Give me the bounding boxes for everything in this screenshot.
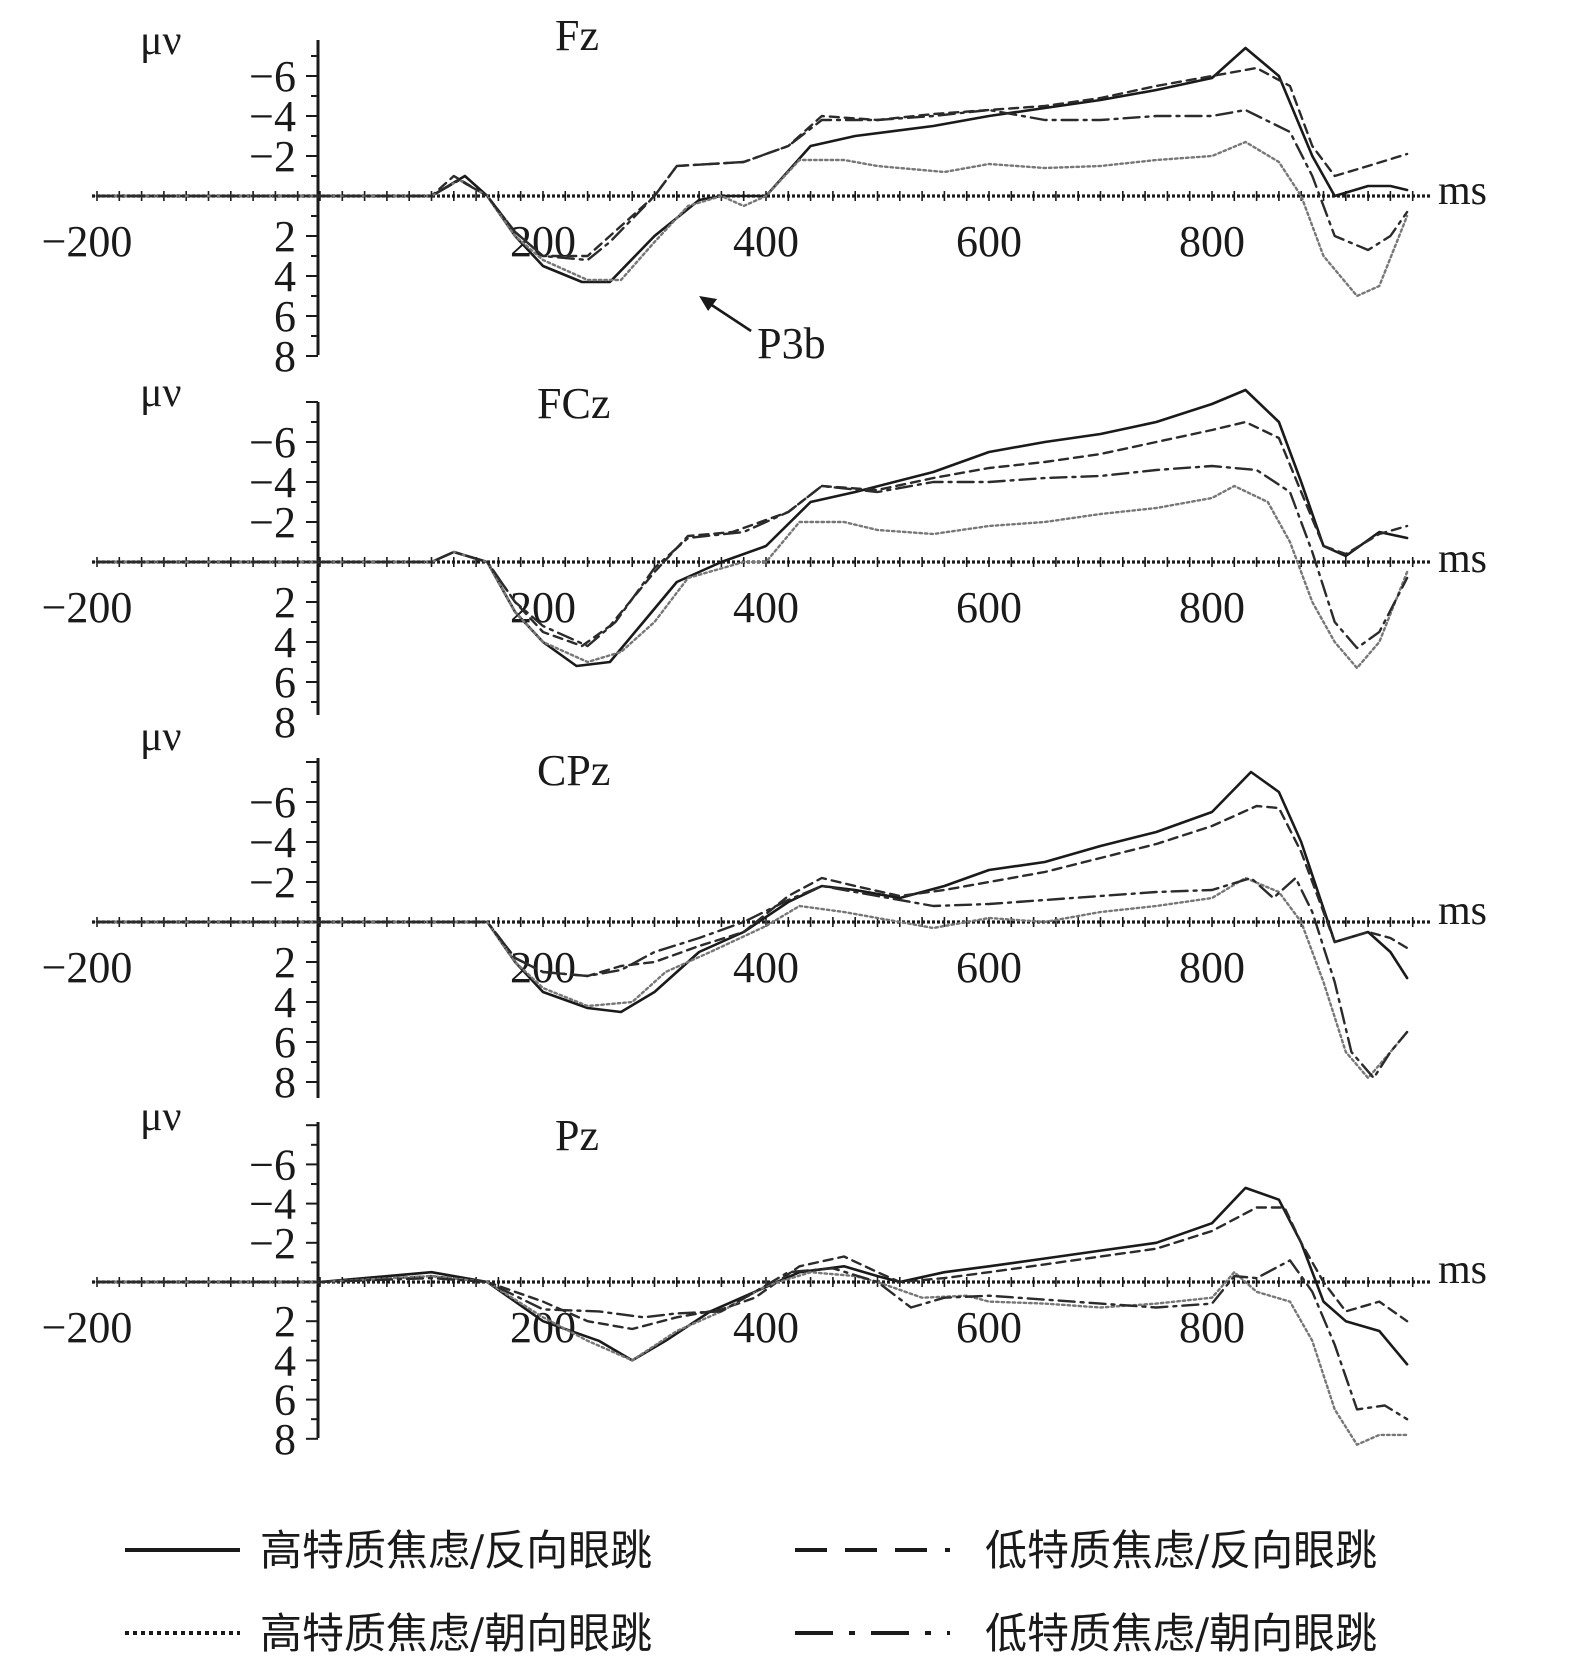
y-tick-label: −6 bbox=[249, 778, 296, 827]
x-tick-label: 800 bbox=[1179, 583, 1245, 632]
x-tick-label: 400 bbox=[733, 943, 799, 992]
annotation-arrow-line bbox=[706, 300, 752, 333]
y-tick-label: 6 bbox=[274, 1376, 296, 1425]
x-tick-label: −200 bbox=[42, 217, 133, 266]
x-tick-label: −200 bbox=[42, 1303, 133, 1352]
series-line-high-pro bbox=[95, 1271, 1409, 1446]
y-tick-label: 2 bbox=[274, 578, 296, 627]
x-tick-label: 600 bbox=[956, 1303, 1022, 1352]
x-unit-label: ms bbox=[1438, 1247, 1487, 1293]
legend-label-low-anti: 低特质焦虑/反向眼跳 bbox=[985, 1526, 1377, 1575]
legend: 高特质焦虑/反向眼跳 低特质焦虑/反向眼跳 高特质焦虑/朝向眼跳 低特质焦虑/朝… bbox=[125, 1526, 1377, 1658]
x-unit-label: ms bbox=[1438, 536, 1487, 582]
series-line-high-pro bbox=[95, 140, 1409, 298]
y-tick-label: 8 bbox=[274, 1415, 296, 1464]
y-tick-label: −6 bbox=[249, 52, 296, 101]
y-tick-label: 4 bbox=[274, 618, 296, 667]
y-tick-label: −2 bbox=[249, 1219, 296, 1268]
x-tick-label: 400 bbox=[733, 583, 799, 632]
x-tick-label: 400 bbox=[733, 217, 799, 266]
y-tick-label: −2 bbox=[249, 498, 296, 547]
series-line-high-pro bbox=[95, 876, 1409, 1080]
series-line-low-pro bbox=[95, 108, 1409, 262]
panel-title-pz: Pz bbox=[555, 1111, 599, 1160]
y-tick-label: 4 bbox=[274, 978, 296, 1027]
y-unit-label: μν bbox=[140, 18, 182, 64]
panel-title-cpz: CPz bbox=[537, 746, 610, 795]
x-tick-label: 800 bbox=[1179, 217, 1245, 266]
y-tick-label: 2 bbox=[274, 1297, 296, 1346]
panel-title-fz: Fz bbox=[555, 11, 599, 60]
y-tick-label: 6 bbox=[274, 658, 296, 707]
y-tick-label: 8 bbox=[274, 1058, 296, 1107]
y-tick-label: 4 bbox=[274, 1336, 296, 1385]
y-tick-label: −4 bbox=[249, 818, 296, 867]
x-unit-label: ms bbox=[1438, 888, 1487, 934]
y-unit-label: μν bbox=[140, 370, 182, 416]
x-tick-label: −200 bbox=[42, 943, 133, 992]
series-line-low-anti bbox=[95, 804, 1409, 978]
y-tick-label: −4 bbox=[249, 1180, 296, 1229]
y-tick-label: −6 bbox=[249, 1140, 296, 1189]
legend-label-high-anti: 高特质焦虑/反向眼跳 bbox=[260, 1526, 652, 1575]
x-tick-label: 400 bbox=[733, 1303, 799, 1352]
y-tick-label: 4 bbox=[274, 252, 296, 301]
x-unit-label: ms bbox=[1438, 168, 1487, 214]
x-tick-label: 600 bbox=[956, 583, 1022, 632]
y-tick-label: −6 bbox=[249, 418, 296, 467]
series-line-low-anti bbox=[95, 1206, 1409, 1331]
annotation-arrowhead bbox=[699, 296, 718, 311]
y-unit-label: μν bbox=[140, 714, 182, 760]
y-tick-label: −4 bbox=[249, 92, 296, 141]
legend-label-high-pro: 高特质焦虑/朝向眼跳 bbox=[260, 1609, 652, 1658]
panel-title-fcz: FCz bbox=[537, 379, 610, 428]
y-tick-label: 8 bbox=[274, 698, 296, 747]
series-line-low-pro bbox=[95, 1259, 1409, 1421]
y-tick-label: 6 bbox=[274, 1018, 296, 1067]
y-tick-label: −2 bbox=[249, 132, 296, 181]
y-tick-label: 2 bbox=[274, 938, 296, 987]
y-tick-label: 6 bbox=[274, 292, 296, 341]
series-line-low-pro bbox=[95, 876, 1409, 1080]
y-tick-label: −4 bbox=[249, 458, 296, 507]
y-tick-label: −2 bbox=[249, 858, 296, 907]
annotation-label: P3b bbox=[757, 319, 825, 368]
x-tick-label: 600 bbox=[956, 217, 1022, 266]
series-line-low-pro bbox=[95, 464, 1409, 650]
y-tick-label: 8 bbox=[274, 332, 296, 381]
y-tick-label: 2 bbox=[274, 212, 296, 261]
x-tick-label: 800 bbox=[1179, 943, 1245, 992]
x-tick-label: −200 bbox=[42, 583, 133, 632]
x-tick-label: 600 bbox=[956, 943, 1022, 992]
legend-label-low-pro: 低特质焦虑/朝向眼跳 bbox=[985, 1609, 1377, 1658]
y-unit-label: μν bbox=[140, 1094, 182, 1140]
x-tick-label: 800 bbox=[1179, 1303, 1245, 1352]
series-line-high-anti bbox=[95, 1186, 1409, 1366]
